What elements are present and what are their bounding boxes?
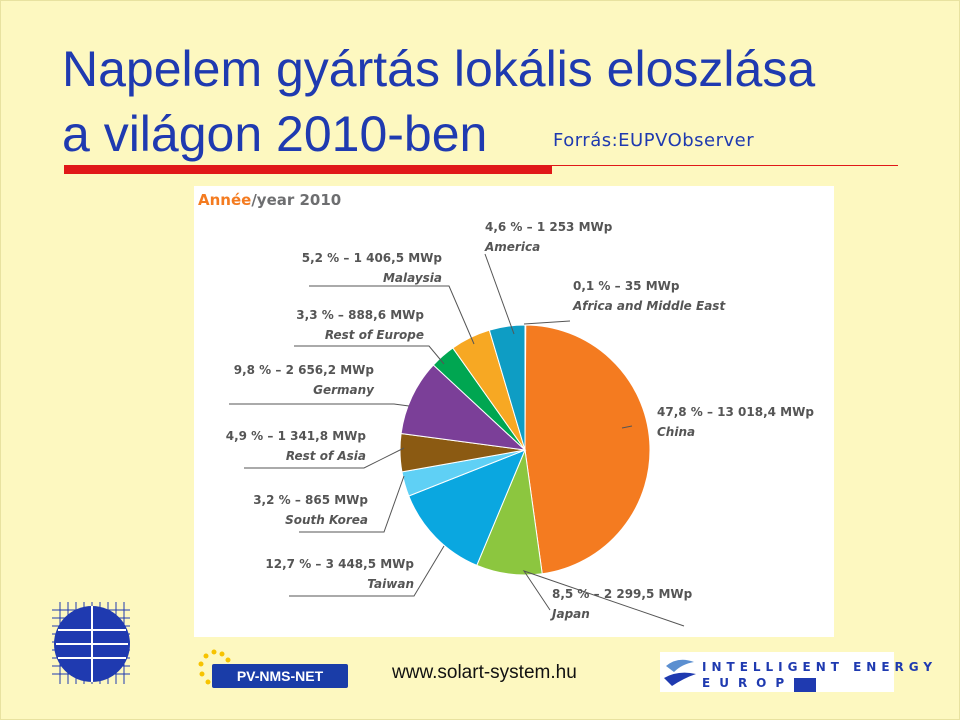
pie-slice-germany bbox=[400, 364, 527, 451]
source-label: Forrás:EUPVObserver bbox=[553, 130, 755, 151]
slice-value-label-africa-and-middle-east: 0,1 % – 35 MWp bbox=[573, 279, 680, 293]
pv-nms-net-logo: PV-NMS-NET bbox=[212, 664, 348, 688]
slice-value-label-germany: 9,8 % – 2 656,2 MWp bbox=[234, 363, 375, 377]
leader-line-africa-and-middle-east bbox=[523, 320, 571, 325]
chart-title-part2: /year 2010 bbox=[251, 191, 341, 209]
leader-line-south-korea bbox=[299, 475, 405, 533]
globe-grid-logo bbox=[52, 602, 130, 684]
leader-line-taiwan bbox=[289, 545, 445, 597]
leader-lines bbox=[229, 253, 685, 627]
eu-flag-icon bbox=[794, 678, 816, 692]
slice-value-label-america: 4,6 % – 1 253 MWp bbox=[485, 220, 613, 234]
energy-swirl-icon bbox=[664, 659, 696, 686]
slice-name-label-japan: Japan bbox=[550, 607, 590, 621]
ie-logo-line1: INTELLIGENT ENERGY bbox=[702, 660, 938, 674]
title-underline-thin bbox=[552, 165, 898, 166]
slice-name-label-america: America bbox=[484, 240, 540, 254]
website-url[interactable]: www.solart-system.hu bbox=[392, 662, 577, 683]
title-underline bbox=[64, 165, 552, 174]
slice-labels: 47,8 % – 13 018,4 MWp China 8,5 % – 2 299,… bbox=[226, 220, 815, 621]
leader-line-japan bbox=[522, 570, 685, 627]
slice-value-label-rest-of-asia: 4,9 % – 1 341,8 MWp bbox=[226, 429, 367, 443]
pie-chart: 47,8 % – 13 018,4 MWp China 8,5 % – 2 299,… bbox=[198, 191, 815, 627]
pie-slice-taiwan bbox=[408, 449, 526, 566]
ie-logo-line2: EUROPE bbox=[702, 676, 811, 690]
intelligent-energy-europe-logo bbox=[660, 652, 894, 692]
slice-value-label-china: 47,8 % – 13 018,4 MWp bbox=[657, 405, 814, 419]
chart-panel: 47,8 % – 13 018,4 MWp China 8,5 % – 2 299,… bbox=[194, 186, 834, 637]
slice-name-label-taiwan: Taiwan bbox=[367, 577, 414, 591]
slice-name-label-south-korea: South Korea bbox=[285, 513, 368, 527]
pie-slice-china bbox=[524, 324, 651, 575]
leader-line-china bbox=[621, 425, 633, 429]
slice-name-label-germany: Germany bbox=[313, 383, 375, 397]
slide-title-line-2: a világon 2010-ben bbox=[62, 106, 488, 162]
slice-value-label-japan: 8,5 % – 2 299,5 MWp bbox=[552, 587, 693, 601]
leader-line-malaysia bbox=[309, 285, 475, 345]
leader-line-america bbox=[484, 253, 515, 335]
chart-title: Année/year 2010 bbox=[198, 191, 341, 209]
slice-value-label-south-korea: 3,2 % – 865 MWp bbox=[253, 493, 368, 507]
leader-line-rest-of-asia bbox=[244, 447, 405, 469]
leader-line-germany bbox=[229, 403, 410, 407]
slice-name-label-africa-and-middle-east: Africa and Middle East bbox=[572, 299, 726, 313]
slice-name-label-malaysia: Malaysia bbox=[383, 271, 442, 285]
slice-value-label-rest-of-europe: 3,3 % – 888,6 MWp bbox=[296, 308, 424, 322]
leader-line-rest-of-europe bbox=[294, 345, 445, 365]
pie-slice-africa-and-middle-east bbox=[524, 324, 527, 451]
slice-name-label-rest-of-europe: Rest of Europe bbox=[325, 328, 424, 342]
chart-title-part1: Année bbox=[198, 191, 251, 209]
slide-title-line-1: Napelem gyártás lokális eloszlása bbox=[62, 41, 816, 97]
slice-name-label-china: China bbox=[657, 425, 695, 439]
pie-slices bbox=[399, 324, 651, 576]
slice-value-label-taiwan: 12,7 % – 3 448,5 MWp bbox=[265, 557, 414, 571]
slice-value-label-malaysia: 5,2 % – 1 406,5 MWp bbox=[302, 251, 443, 265]
slice-name-label-rest-of-asia: Rest of Asia bbox=[286, 449, 366, 463]
